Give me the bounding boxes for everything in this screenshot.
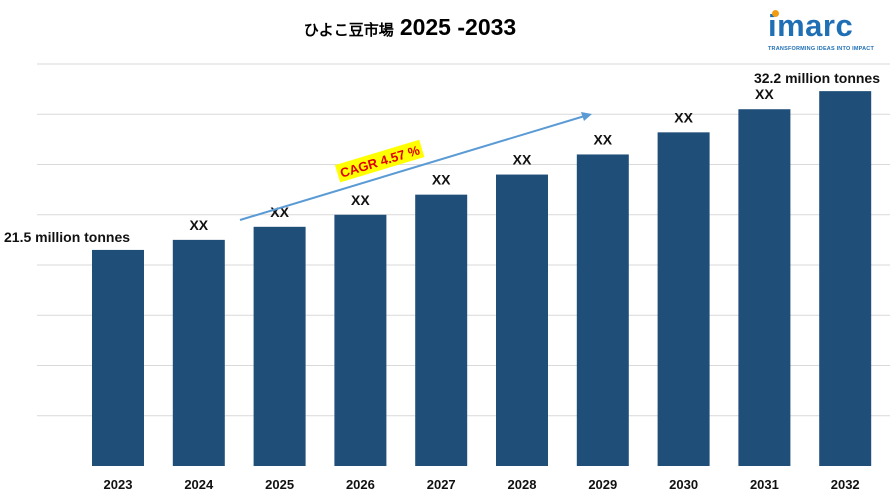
- x-tick-2027: 2027: [427, 477, 456, 492]
- x-tick-2032: 2032: [831, 477, 860, 492]
- x-tick-2024: 2024: [184, 477, 214, 492]
- bar-2025: [253, 226, 306, 466]
- bar-2031: [738, 109, 791, 466]
- bars: [92, 91, 872, 467]
- bar-2027: [415, 194, 468, 466]
- title-prefix: ひよこ豆市場: [303, 21, 394, 39]
- bar-2024: [172, 239, 225, 466]
- data-label-2031: XX: [755, 86, 774, 102]
- bar-2028: [496, 174, 548, 467]
- x-tick-2029: 2029: [588, 477, 617, 492]
- x-tick-2028: 2028: [508, 477, 537, 492]
- bar-2026: [334, 214, 387, 466]
- cagr-highlight: [334, 139, 425, 183]
- x-tick-2030: 2030: [669, 477, 698, 492]
- arrow-head-icon: [581, 112, 592, 121]
- logo-dot-icon: [772, 10, 779, 17]
- x-tick-2031: 2031: [750, 477, 779, 492]
- bar-2023: [92, 249, 144, 466]
- data-label-2023: 21.5 million tonnes: [4, 229, 130, 245]
- bar-2029: [576, 154, 629, 466]
- data-label-2025: XX: [270, 204, 289, 220]
- data-label-2032: 32.2 million tonnes: [754, 70, 880, 86]
- x-tick-2025: 2025: [265, 477, 294, 492]
- logo-wordmark: imarc: [768, 8, 854, 43]
- title-years: 2025 -2033: [399, 14, 517, 40]
- x-tick-2023: 2023: [104, 477, 133, 492]
- data-label-2026: XX: [351, 192, 370, 208]
- bar-2032: [819, 91, 872, 466]
- cagr-badge: CAGR 4.57 %: [334, 139, 425, 183]
- bar-2030: [657, 132, 710, 466]
- data-label-2028: XX: [513, 152, 532, 168]
- data-label-2024: XX: [189, 217, 208, 233]
- trend-arrow-icon: [239, 114, 589, 221]
- data-label-2027: XX: [432, 172, 451, 188]
- x-tick-2026: 2026: [346, 477, 375, 492]
- chart-title: ひよこ豆市場 2025 -2033: [0, 14, 820, 41]
- data-label-2029: XX: [593, 131, 612, 147]
- imarc-logo: imarc TRANSFORMING IDEAS INTO IMPACT: [766, 8, 878, 54]
- data-label-2030: XX: [674, 109, 693, 125]
- x-axis-ticks: 2023 2024 2025 2026 2027 2028 2029 2030 2031 2032: [104, 477, 860, 492]
- logo-tagline: TRANSFORMING IDEAS INTO IMPACT: [768, 46, 875, 52]
- data-labels: 21.5 million tonnesXXXXXXXXXXXXXXXX32.2 …: [4, 70, 880, 245]
